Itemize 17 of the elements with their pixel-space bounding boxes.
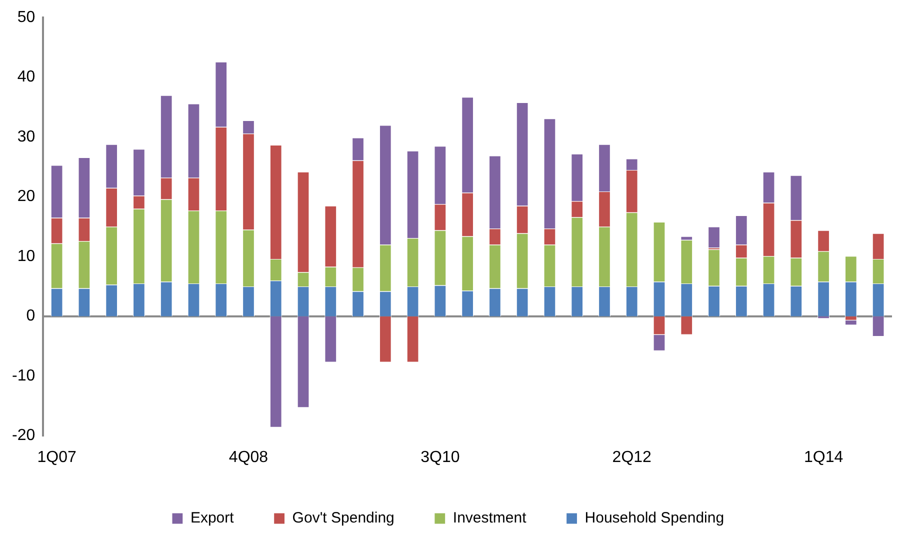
- legend-label: Household Spending: [584, 510, 724, 527]
- y-tick-label: -10: [12, 367, 36, 384]
- y-tick-label: 30: [17, 128, 36, 146]
- y-tick-label: 50: [17, 9, 36, 26]
- legend-label: Investment: [452, 510, 528, 527]
- y-tick-label: 0: [26, 308, 36, 325]
- legend-label: Export: [190, 510, 235, 527]
- x-tick-label: 2Q12: [612, 448, 652, 466]
- y-tick-label: 10: [17, 248, 36, 265]
- y-tick-label: 40: [17, 68, 36, 86]
- y-tick-label: -20: [12, 427, 36, 444]
- x-tick-label: 3Q10: [420, 448, 460, 466]
- x-tick-label: 1Q14: [804, 448, 844, 466]
- y-tick-label: 20: [17, 188, 36, 206]
- x-tick-label: 4Q08: [228, 448, 268, 466]
- legend-label: Gov't Spending: [292, 510, 394, 527]
- x-tick-label: 1Q07: [37, 448, 76, 466]
